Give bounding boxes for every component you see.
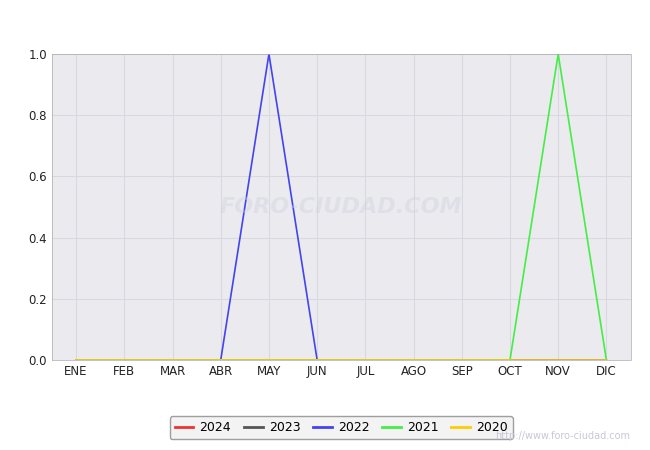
Legend: 2024, 2023, 2022, 2021, 2020: 2024, 2023, 2022, 2021, 2020 [170,416,513,440]
Text: http://www.foro-ciudad.com: http://www.foro-ciudad.com [495,431,630,441]
Text: Matriculaciones de Vehiculos en Viñegra de Moraña: Matriculaciones de Vehiculos en Viñegra … [111,11,540,29]
Text: FORO-CIUDAD.COM: FORO-CIUDAD.COM [220,197,463,217]
